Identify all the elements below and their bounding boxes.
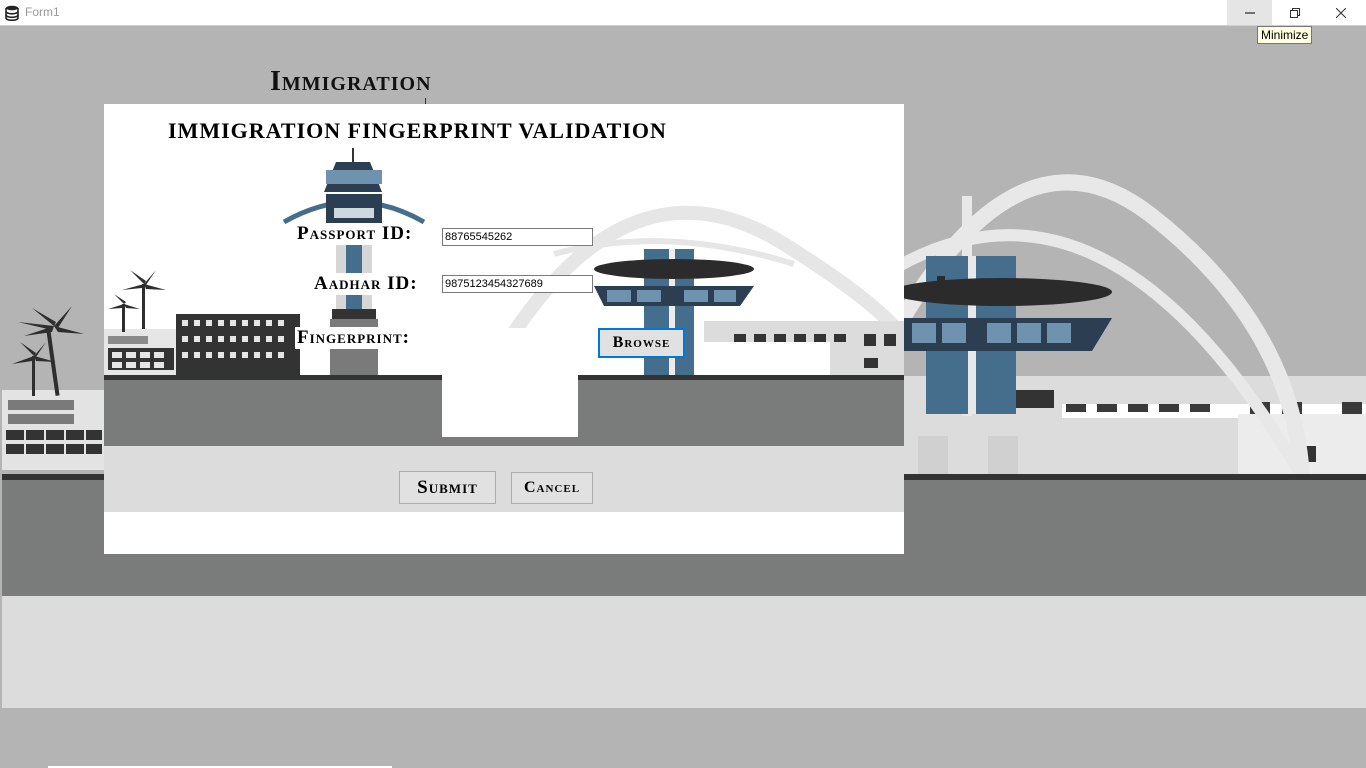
restore-icon	[1289, 7, 1300, 18]
browse-button[interactable]: Browse	[598, 328, 685, 358]
title-bar: Form1	[0, 0, 1366, 26]
background-heading: Immigration	[270, 66, 432, 108]
database-icon	[5, 5, 19, 21]
bottom-strip	[48, 766, 392, 768]
close-icon	[1335, 7, 1346, 18]
fingerprint-image-box	[442, 328, 578, 437]
restore-button[interactable]	[1272, 0, 1317, 25]
aadhar-id-label: Aadhar ID:	[312, 273, 420, 295]
passport-id-label: Passport ID:	[295, 223, 415, 245]
dialog-title: IMMIGRATION FINGERPRINT VALIDATION	[168, 118, 667, 143]
fingerprint-label: Fingerprint:	[295, 327, 412, 349]
cancel-button[interactable]: Cancel	[511, 472, 593, 504]
close-button[interactable]	[1318, 0, 1363, 25]
minimize-icon	[1244, 12, 1255, 13]
window-title: Form1	[25, 5, 60, 19]
aadhar-id-input[interactable]	[442, 275, 593, 293]
minimize-tooltip: Minimize	[1257, 26, 1313, 44]
submit-button[interactable]: Submit	[399, 471, 496, 504]
passport-id-input[interactable]	[442, 228, 593, 246]
minimize-button[interactable]	[1227, 0, 1272, 25]
